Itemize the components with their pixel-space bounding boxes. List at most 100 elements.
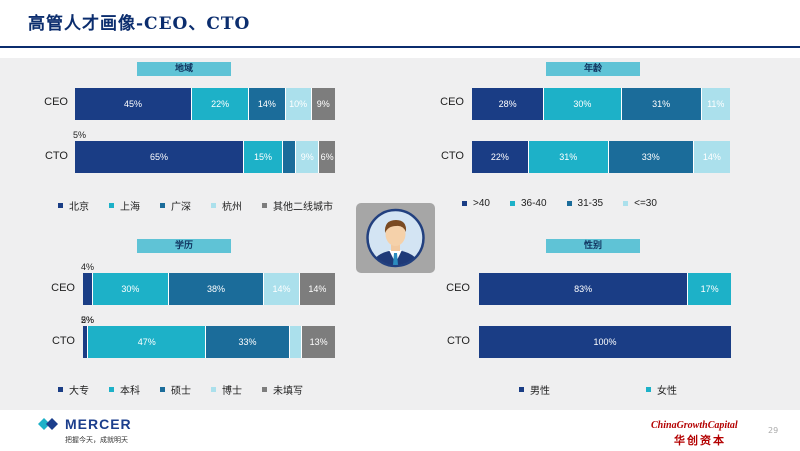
legend-item: 女性 [646,382,677,397]
legend-swatch [211,387,216,392]
legend-label: 36-40 [520,198,547,209]
bar-segment: 6% [319,141,335,173]
bar-segment: 28% [472,88,545,120]
row-label-education-cto: CTO [51,335,75,347]
segment-label: 4% [81,262,95,272]
segment-label: 28% [498,99,517,109]
bar-age-cto: 22% 31% 33% 14% [472,141,730,173]
bar-segment [289,326,303,358]
legend-swatch [211,203,216,208]
legend-label: 杭州 [222,202,242,213]
legend-swatch [58,203,63,208]
legend-education: 大专 本科 硕士 博士 未填写 [58,382,323,397]
bar-region-ceo: 45% 22% 14% 10% 9% [75,88,335,120]
row-label-gender-cto: CTO [446,335,470,347]
bar-segment: 45% [75,88,192,120]
segment-label: 9% [300,152,314,162]
legend-item: <=30 [623,198,657,209]
segment-label: 45% [123,99,142,109]
legend-region: 北京 上海 广深 杭州 其他二线城市 [58,198,353,213]
legend-swatch [623,201,629,206]
segment-label: 100% [593,337,617,347]
row-label-region-cto: CTO [44,150,68,162]
legend-item: 广深 [160,198,191,213]
legend-swatch [262,203,267,208]
bar-segment: 30% [93,273,169,305]
segment-label: 83% [574,284,593,294]
legend-label: 其他二线城市 [273,202,333,213]
segment-label: 30% [121,284,140,294]
bar-segment: 33% [608,141,694,173]
mercer-tagline: 把握今天，成就明天 [65,436,128,444]
legend-swatch [160,387,165,392]
row-label-gender-ceo: CEO [446,282,470,294]
bar-segment: 31% [528,141,609,173]
bar-segment: 10% [285,88,312,120]
bar-region-cto: 65% 15% 9% 6% [75,141,335,173]
legend-item: 博士 [211,382,242,397]
legend-age: >40 36-40 31-35 <=30 [462,198,677,209]
bar-segment: 15% [244,141,283,173]
legend-item: 上海 [109,198,140,213]
legend-swatch [109,203,114,208]
bar-segment [83,326,89,358]
bar-segment: 11% [701,88,730,120]
legend-item: 杭州 [211,198,242,213]
segment-label: 30% [573,99,592,109]
row-label-education-ceo: CEO [51,282,75,294]
section-label-gender: 性别 [546,239,640,253]
legend-label: 大专 [69,386,89,397]
bar-segment: 100% [479,326,731,358]
segment-label: 38% [207,284,226,294]
section-label-region: 地域 [137,62,231,76]
bar-segment: 30% [544,88,622,120]
bar-segment: 17% [688,273,731,305]
legend-item: 36-40 [509,198,547,209]
segment-label: 47% [137,337,156,347]
legend-swatch [109,387,114,392]
segment-label: 5% [81,315,95,325]
legend-swatch [160,203,165,208]
bar-segment: 14% [249,88,286,120]
legend-label: <=30 [634,198,657,209]
bar-segment: 47% [88,326,207,358]
segment-label: 2% [81,315,95,325]
segment-label: 14% [702,152,721,162]
legend-item: 硕士 [160,382,191,397]
segment-label: 14% [257,99,276,109]
bar-segment: 9% [296,141,320,173]
section-label-education: 学历 [137,239,231,253]
legend-swatch [262,387,267,392]
page-title: 高管人才画像-CEO、CTO [28,14,251,34]
bar-segment: 14% [299,273,335,305]
segment-label: 22% [211,99,230,109]
legend-swatch [58,387,63,392]
legend-label: 31-35 [577,198,604,209]
legend-label: 男性 [530,386,550,397]
legend-item: 大专 [58,382,89,397]
segment-label: 14% [308,284,327,294]
legend-label: 女性 [657,386,677,397]
legend-swatch [646,387,651,392]
cgc-logo: ChinaGrowthCapital [651,420,738,431]
bar-segment: 22% [192,88,250,120]
legend-label: >40 [473,198,490,209]
bar-segment: 9% [311,88,335,120]
legend-item: 31-35 [566,198,604,209]
legend-label: 博士 [222,386,242,397]
legend-swatch [509,201,515,206]
mercer-wordmark: MERCER [65,416,132,432]
legend-swatch [519,387,524,392]
legend-label: 北京 [69,202,89,213]
bar-segment: 83% [479,273,689,305]
row-label-age-cto: CTO [440,150,464,162]
row-label-region-ceo: CEO [44,96,68,108]
bar-segment: 33% [206,326,290,358]
bar-gender-ceo: 83% 17% [479,273,731,305]
bar-education-ceo: 30% 38% 14% 14% [83,273,335,305]
legend-item: 未填写 [262,382,303,397]
bar-segment: 31% [621,88,702,120]
row-label-age-ceo: CEO [440,96,464,108]
bar-segment: 14% [693,141,730,173]
mercer-logo: MERCER [38,416,132,432]
